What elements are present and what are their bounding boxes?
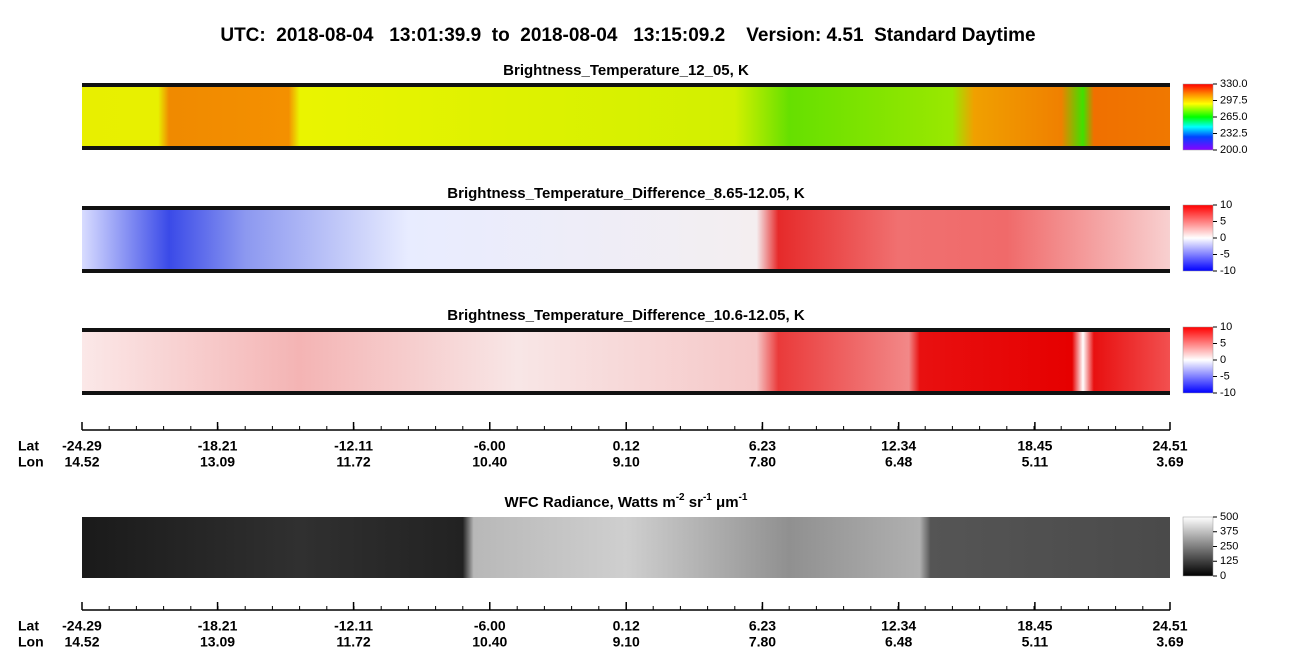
lat-label: -18.21 — [198, 618, 238, 634]
scan-edge — [82, 269, 1170, 273]
lat-label: 24.51 — [1152, 438, 1187, 454]
lon-label: 13.09 — [200, 454, 235, 470]
image-strip — [82, 85, 1170, 148]
lat-label: -24.29 — [62, 618, 102, 634]
image-strip — [82, 208, 1170, 271]
colorbar-label: 10 — [1220, 321, 1232, 333]
lon-label: 7.80 — [749, 454, 776, 470]
lat-label: 6.23 — [749, 438, 776, 454]
colorbar-label: 232.5 — [1220, 127, 1248, 139]
lat-label: 12.34 — [881, 618, 916, 634]
lon-label: 5.11 — [1022, 634, 1049, 650]
colorbar-label: -5 — [1220, 248, 1230, 260]
colorbar-label: 0 — [1220, 232, 1226, 244]
title-part: Brightness_Temperature_Difference_8.65-1… — [447, 185, 805, 202]
image-strip — [82, 517, 1170, 578]
colorbar — [1182, 326, 1214, 394]
panel-title: WFC Radiance, Watts m-2 sr-1 μm-1 — [505, 492, 748, 511]
lon-label: 14.52 — [64, 634, 99, 650]
lat-label: 6.23 — [749, 618, 776, 634]
colorbar-label: -10 — [1220, 265, 1236, 277]
lat-title: Lat — [18, 618, 39, 634]
title-part: μm — [712, 494, 739, 511]
title-part: Brightness_Temperature_12_05, K — [503, 62, 749, 79]
colorbar-label: 125 — [1220, 555, 1238, 567]
lat-label: 0.12 — [613, 438, 640, 454]
panel-title: Brightness_Temperature_Difference_8.65-1… — [447, 185, 805, 202]
lat-label: 0.12 — [613, 618, 640, 634]
lat-label: -18.21 — [198, 438, 238, 454]
lon-label: 6.48 — [885, 634, 912, 650]
lat-label: -24.29 — [62, 438, 102, 454]
scan-edge — [82, 206, 1170, 210]
lon-title: Lon — [18, 634, 44, 650]
colorbar-label: -10 — [1220, 387, 1236, 399]
colorbar-label: 375 — [1220, 526, 1238, 538]
superscript: -1 — [739, 492, 748, 503]
colorbar-label: 250 — [1220, 540, 1238, 552]
scan-edge — [82, 391, 1170, 395]
colorbar-label: 330.0 — [1220, 78, 1248, 90]
title-part: sr — [685, 494, 704, 511]
lat-label: 18.45 — [1017, 618, 1052, 634]
lon-label: 3.69 — [1156, 454, 1183, 470]
lat-title: Lat — [18, 438, 39, 454]
lat-label: 24.51 — [1152, 618, 1187, 634]
colorbar-label: 500 — [1220, 511, 1238, 523]
lat-label: -6.00 — [474, 438, 506, 454]
superscript: -1 — [703, 492, 712, 503]
lat-label: 12.34 — [881, 438, 916, 454]
lat-label: -6.00 — [474, 618, 506, 634]
scan-edge — [82, 83, 1170, 87]
colorbar — [1182, 516, 1214, 577]
lon-label: 11.72 — [336, 634, 370, 650]
colorbar — [1182, 204, 1214, 272]
lon-label: 6.48 — [885, 454, 912, 470]
colorbar-label: -5 — [1220, 370, 1230, 382]
colorbar-label: 200.0 — [1220, 144, 1248, 156]
lon-label: 11.72 — [336, 454, 370, 470]
colorbar-label: 0 — [1220, 354, 1226, 366]
lon-label: 10.40 — [472, 454, 507, 470]
scan-edge — [82, 146, 1170, 150]
lon-label: 9.10 — [613, 634, 640, 650]
colorbar-label: 5 — [1220, 215, 1226, 227]
lon-label: 10.40 — [472, 634, 507, 650]
superscript: -2 — [676, 492, 685, 503]
colorbar-label: 297.5 — [1220, 94, 1248, 106]
colorbar-label: 265.0 — [1220, 111, 1248, 123]
lon-label: 9.10 — [613, 454, 640, 470]
image-strip — [82, 330, 1170, 393]
lon-label: 13.09 — [200, 634, 235, 650]
colorbar-label: 0 — [1220, 570, 1226, 582]
colorbar — [1182, 83, 1214, 151]
lat-label: 18.45 — [1017, 438, 1052, 454]
lat-label: -12.11 — [334, 438, 373, 454]
lat-label: -12.11 — [334, 618, 373, 634]
title-part: Brightness_Temperature_Difference_10.6-1… — [447, 307, 805, 324]
panel-title: Brightness_Temperature_Difference_10.6-1… — [447, 307, 805, 324]
title-part: WFC Radiance, Watts m — [505, 494, 676, 511]
scan-edge — [82, 328, 1170, 332]
lon-label: 14.52 — [64, 454, 99, 470]
lon-label: 7.80 — [749, 634, 776, 650]
lon-label: 5.11 — [1022, 454, 1049, 470]
panel-title: Brightness_Temperature_12_05, K — [503, 62, 749, 79]
lon-label: 3.69 — [1156, 634, 1183, 650]
lon-title: Lon — [18, 454, 44, 470]
colorbar-label: 10 — [1220, 199, 1232, 211]
colorbar-label: 5 — [1220, 337, 1226, 349]
figure-title: UTC: 2018-08-04 13:01:39.9 to 2018-08-04… — [220, 25, 1035, 46]
